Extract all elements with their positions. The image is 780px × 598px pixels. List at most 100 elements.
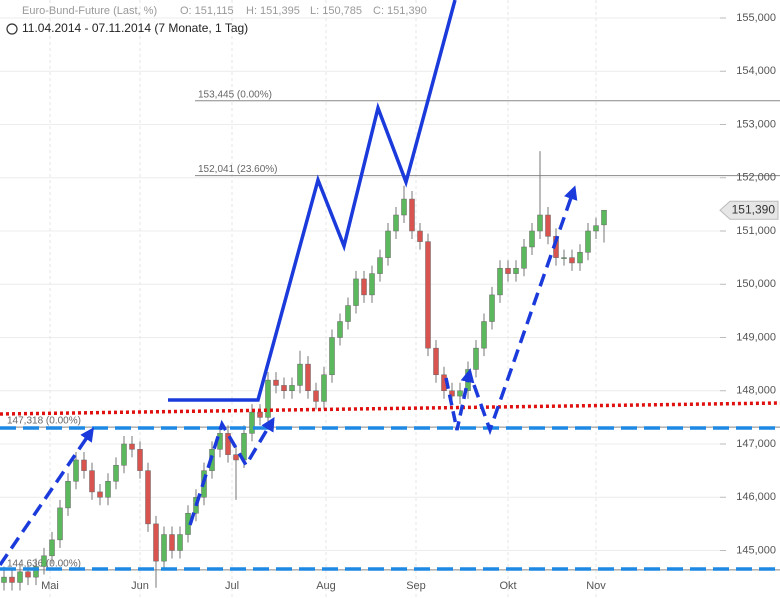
candle-body	[169, 534, 175, 551]
candle-body	[17, 571, 23, 583]
y-tick-label: 152,000	[736, 172, 776, 184]
candle-body	[321, 374, 327, 402]
candle-body	[497, 268, 503, 296]
y-tick-label: 147,000	[736, 438, 776, 450]
stat: C: 151,390	[373, 5, 427, 17]
candle-body	[137, 449, 143, 471]
candle-body	[425, 241, 431, 349]
candle-body	[513, 268, 519, 274]
y-tick-label: 153,000	[736, 118, 776, 130]
candle-body	[281, 385, 287, 392]
candle-body	[385, 230, 391, 258]
stat: O: 151,115	[180, 5, 234, 17]
candle-body	[33, 566, 39, 578]
x-tick-label: Nov	[586, 580, 606, 592]
x-tick-label: Aug	[316, 580, 336, 592]
candle-body	[361, 278, 367, 296]
candles	[1, 151, 607, 591]
y-tick-label: 146,000	[736, 491, 776, 503]
arrow	[0, 427, 94, 566]
x-tick-label: Jun	[131, 580, 149, 592]
fib-label: 153,445 (0.00%)	[198, 89, 272, 100]
candle-body	[97, 491, 103, 498]
y-tick-label: 148,000	[736, 385, 776, 397]
candle-body	[161, 534, 167, 562]
header: Euro-Bund-Future (Last, %) O: 151,115 H:…	[6, 5, 427, 35]
candle-body	[113, 465, 119, 482]
candle-body	[257, 411, 263, 418]
candle-body	[25, 571, 31, 578]
candle-body	[225, 433, 231, 455]
x-tick-label: Mai	[41, 580, 59, 592]
candle-body	[505, 268, 511, 274]
candle-body	[569, 257, 575, 264]
last-price-tag	[719, 200, 779, 220]
candle-body	[377, 257, 383, 274]
candle-body	[433, 347, 439, 376]
candle-body	[337, 321, 343, 338]
grid	[0, 0, 720, 598]
candle-body	[329, 337, 335, 376]
arrow	[444, 368, 475, 431]
fib-label: 147,318 (0.00%)	[7, 416, 81, 427]
candle-body	[297, 363, 303, 386]
candle-body	[585, 230, 591, 253]
candle-body	[521, 246, 527, 269]
candle-body	[353, 278, 359, 306]
title: Euro-Bund-Future (Last, %)	[22, 5, 157, 17]
candle-body	[177, 534, 183, 551]
candle-body	[313, 390, 319, 402]
projection-path	[168, 0, 457, 402]
clock-icon	[6, 23, 18, 35]
candle-body	[417, 230, 423, 242]
candle-body	[305, 363, 311, 392]
candle-body	[105, 481, 111, 498]
period: 11.04.2014 - 07.11.2014 (7 Monate, 1 Tag…	[22, 21, 248, 35]
y-tick-label: 145,000	[736, 544, 776, 556]
candle-body	[65, 481, 71, 509]
x-tick-label: Okt	[499, 580, 516, 592]
candle-body	[401, 198, 407, 216]
axis: 145,000 146,000 147,000 148,000 149,000 150,0…	[41, 12, 779, 592]
candle-body	[233, 454, 239, 461]
candle-body	[73, 459, 79, 482]
candle-body	[145, 470, 151, 525]
candle-body	[129, 443, 135, 450]
candle-body	[449, 390, 455, 397]
candle-body	[537, 214, 543, 232]
candle-body	[345, 305, 351, 322]
candle-body	[601, 209, 607, 226]
candle-body	[49, 539, 55, 557]
candle-body	[57, 507, 63, 541]
candle-body	[273, 379, 279, 386]
candle-body	[9, 576, 15, 583]
candle-body	[481, 321, 487, 349]
stat: H: 151,395	[246, 5, 300, 17]
candle-body	[545, 214, 551, 237]
candle-body	[41, 555, 47, 567]
candle-body	[473, 347, 479, 370]
candle-body	[81, 459, 87, 471]
candle-body	[369, 273, 375, 296]
candle-body	[561, 257, 567, 259]
fib-label: 152,041 (23.60%)	[198, 164, 278, 175]
levels: 153,445 (0.00%) 152,041 (23.60%) 147,318 (…	[4, 89, 780, 571]
candle-body	[89, 470, 95, 493]
arrow	[472, 185, 578, 436]
candle-body	[577, 252, 583, 264]
y-tick-label: 154,000	[736, 65, 776, 77]
candle-body	[289, 385, 295, 392]
candle-body	[409, 198, 415, 232]
candle-body	[249, 411, 255, 434]
y-tick-label: 150,000	[736, 278, 776, 290]
x-tick-label: Sep	[406, 580, 426, 592]
candle-body	[457, 390, 463, 397]
last-price-label: 151,390	[732, 202, 776, 216]
x-tick-label: Jul	[225, 580, 239, 592]
y-tick-label: 149,000	[736, 331, 776, 343]
candle-body	[529, 230, 535, 248]
candle-body	[153, 523, 159, 562]
candle-body	[121, 443, 127, 466]
